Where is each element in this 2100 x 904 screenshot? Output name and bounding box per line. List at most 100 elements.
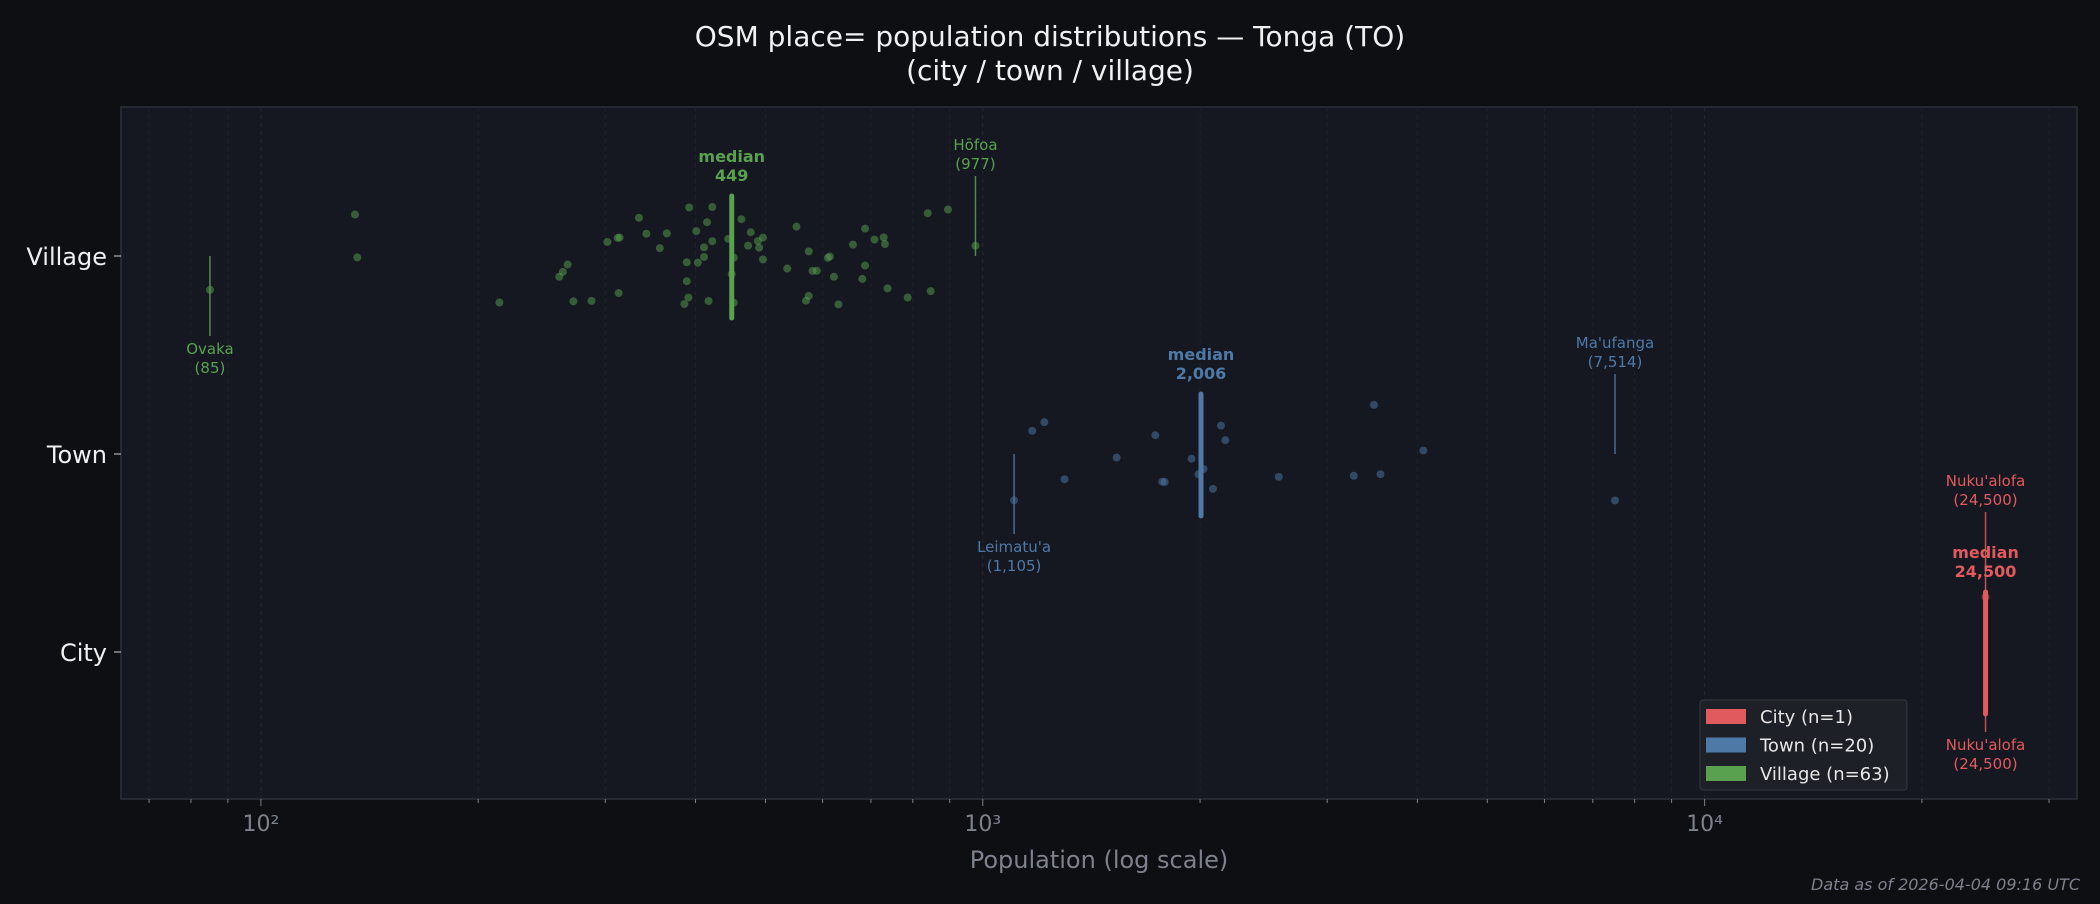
data-point xyxy=(1112,453,1121,462)
footer-timestamp: Data as of 2026-04-04 09:16 UTC xyxy=(1811,875,2081,894)
legend-swatch-village xyxy=(1706,766,1746,781)
data-point xyxy=(1274,472,1283,481)
data-point xyxy=(848,240,857,249)
data-point xyxy=(883,284,892,293)
data-point xyxy=(783,264,792,273)
median-value-label: 2,006 xyxy=(1176,364,1227,383)
data-point xyxy=(834,300,843,309)
y-axis: Village Town City xyxy=(26,243,121,667)
data-point xyxy=(1419,446,1428,455)
min-value-label: (24,500) xyxy=(1953,755,2017,773)
max-name-label: Ma'ufanga xyxy=(1576,334,1654,352)
data-point xyxy=(755,243,764,252)
data-point xyxy=(708,203,717,212)
median-label: median xyxy=(698,147,765,166)
data-point xyxy=(1208,484,1217,493)
data-point xyxy=(1376,470,1385,479)
data-point xyxy=(1216,421,1225,430)
data-point xyxy=(495,298,504,307)
data-point xyxy=(700,243,709,252)
x-tick-label: 10³ xyxy=(964,812,1001,837)
data-point xyxy=(682,258,691,267)
data-point xyxy=(662,229,671,238)
data-point xyxy=(680,300,689,309)
data-point xyxy=(614,289,623,298)
data-point xyxy=(1221,436,1230,445)
y-tick-label: City xyxy=(60,639,107,667)
data-point xyxy=(684,293,693,302)
legend-swatch-city xyxy=(1706,709,1746,724)
max-value-label: (7,514) xyxy=(1588,353,1643,371)
data-point xyxy=(861,224,870,233)
data-point xyxy=(943,205,952,214)
data-point xyxy=(812,266,821,275)
min-name-label: Nuku'alofa xyxy=(1946,736,2026,754)
min-value-label: (1,105) xyxy=(987,557,1042,575)
data-point xyxy=(563,260,572,269)
data-point xyxy=(655,244,664,253)
min-name-label: Leimatu'a xyxy=(977,538,1051,556)
y-tick-label: Town xyxy=(46,441,107,469)
data-point xyxy=(708,237,717,246)
max-name-label: Hōfoa xyxy=(953,136,997,154)
x-tick-label: 10² xyxy=(242,812,279,837)
data-point xyxy=(558,267,567,276)
data-point xyxy=(1369,400,1378,409)
x-tick-label: 10⁴ xyxy=(1686,812,1723,837)
x-axis-label: Population (log scale) xyxy=(970,846,1229,874)
min-name-label: Ovaka xyxy=(186,340,234,358)
data-point xyxy=(746,228,755,237)
data-point xyxy=(792,222,801,231)
data-point xyxy=(758,233,767,242)
data-point xyxy=(704,296,713,305)
data-point xyxy=(861,261,870,270)
data-point xyxy=(1028,426,1037,435)
legend-box xyxy=(1699,699,1908,791)
median-value-label: 449 xyxy=(715,166,748,185)
data-point xyxy=(825,252,834,261)
data-point xyxy=(685,203,694,212)
y-tick-label: Village xyxy=(26,243,107,271)
series-marks: median24,500Nuku'alofa(24,500)Nuku'alofa… xyxy=(186,136,2025,773)
data-point xyxy=(587,296,596,305)
max-value-label: (977) xyxy=(955,155,995,173)
data-point xyxy=(829,272,838,281)
data-point xyxy=(879,233,888,242)
data-point xyxy=(1040,418,1049,427)
series-city: median24,500Nuku'alofa(24,500)Nuku'alofa… xyxy=(1946,472,2026,773)
data-point xyxy=(1151,431,1160,440)
data-point xyxy=(1349,471,1358,480)
data-point xyxy=(569,297,578,306)
max-name-label: Nuku'alofa xyxy=(1946,472,2026,490)
data-point xyxy=(804,247,813,256)
median-label: median xyxy=(1168,345,1235,364)
data-point xyxy=(700,252,709,261)
data-point xyxy=(804,291,813,300)
data-point xyxy=(703,218,712,227)
legend-label-town: Town (n=20) xyxy=(1759,736,1874,757)
data-point xyxy=(744,241,753,250)
data-point xyxy=(1611,496,1620,505)
data-point xyxy=(870,235,879,244)
data-point xyxy=(634,213,643,222)
grid xyxy=(148,107,2050,799)
x-axis: 10² 10³ 10⁴ xyxy=(148,799,2050,837)
data-point xyxy=(615,233,624,242)
data-point xyxy=(682,277,691,286)
legend-swatch-town xyxy=(1706,737,1746,753)
min-value-label: (85) xyxy=(195,359,226,377)
data-point xyxy=(880,240,889,249)
max-value-label: (24,500) xyxy=(1953,491,2017,509)
data-point xyxy=(1187,454,1196,463)
data-point xyxy=(858,274,867,283)
data-point xyxy=(926,287,935,296)
data-point xyxy=(758,255,767,264)
plot-area xyxy=(120,106,2078,800)
legend: City (n=1) Town (n=20) Village (n=63) xyxy=(1699,699,1908,791)
data-point xyxy=(693,258,702,267)
data-point xyxy=(642,229,651,238)
data-point xyxy=(923,209,932,218)
